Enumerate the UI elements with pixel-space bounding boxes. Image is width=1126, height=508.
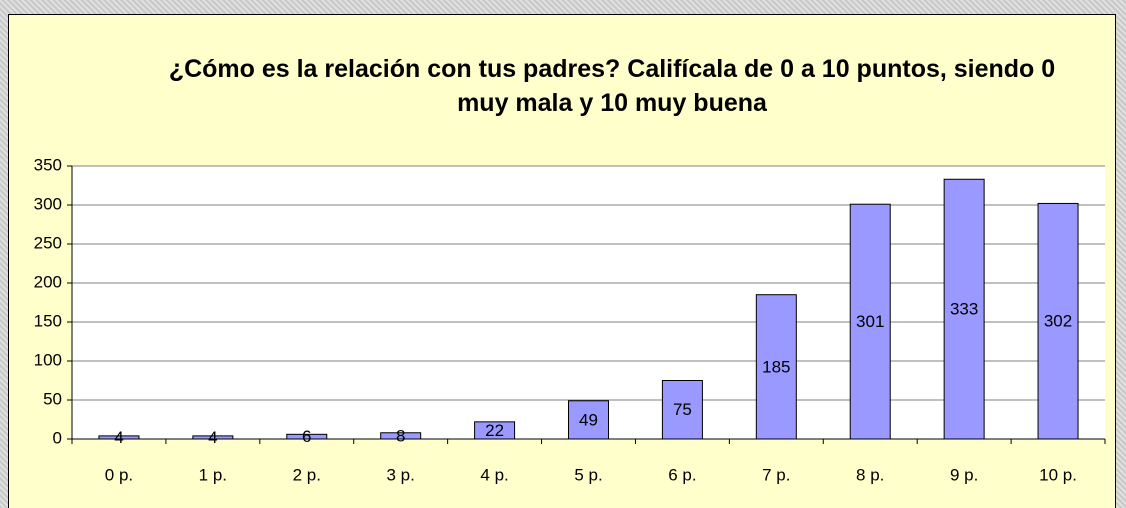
data-label: 6	[302, 427, 311, 446]
data-label: 333	[950, 300, 978, 319]
data-label: 4	[208, 428, 217, 447]
y-tick-label: 350	[34, 155, 62, 174]
bar	[192, 435, 234, 440]
data-label: 75	[673, 400, 692, 419]
y-tick-label: 250	[34, 233, 62, 252]
x-tick-label: 1 p.	[199, 465, 227, 484]
bar	[1037, 202, 1079, 440]
x-tick-label: 3 p.	[387, 465, 415, 484]
y-tick-label: 100	[34, 350, 62, 369]
y-tick-label: 200	[34, 272, 62, 291]
y-tick-label: 150	[34, 311, 62, 330]
data-label: 4	[114, 428, 123, 447]
bar	[474, 421, 516, 440]
bar	[755, 294, 797, 440]
chart-title: ¿Cómo es la relación con tus padres? Cal…	[168, 55, 1056, 117]
plot-area	[72, 166, 1105, 439]
data-label: 185	[762, 357, 790, 376]
data-label: 22	[485, 421, 504, 440]
bar	[380, 432, 422, 440]
x-tick-label: 5 p.	[574, 465, 602, 484]
data-label: 8	[396, 426, 405, 445]
bar	[849, 203, 891, 440]
x-tick-label: 2 p.	[293, 465, 321, 484]
bar	[286, 433, 328, 440]
x-tick-label: 6 p.	[668, 465, 696, 484]
bar	[943, 178, 985, 440]
data-label: 49	[579, 410, 598, 429]
bar	[568, 400, 609, 440]
bar	[661, 380, 703, 440]
x-tick-label: 7 p.	[762, 465, 790, 484]
x-tick-label: 8 p.	[856, 465, 884, 484]
y-tick-label: 0	[53, 428, 62, 447]
x-tick-label: 0 p.	[105, 465, 133, 484]
x-tick-label: 9 p.	[950, 465, 978, 484]
y-tick-label: 300	[34, 194, 62, 213]
data-label: 302	[1044, 312, 1072, 331]
x-tick-label: 4 p.	[480, 465, 508, 484]
data-label: 301	[856, 312, 884, 331]
y-tick-label: 50	[43, 389, 62, 408]
bar	[98, 435, 140, 440]
x-tick-label: 10 p.	[1039, 465, 1077, 484]
